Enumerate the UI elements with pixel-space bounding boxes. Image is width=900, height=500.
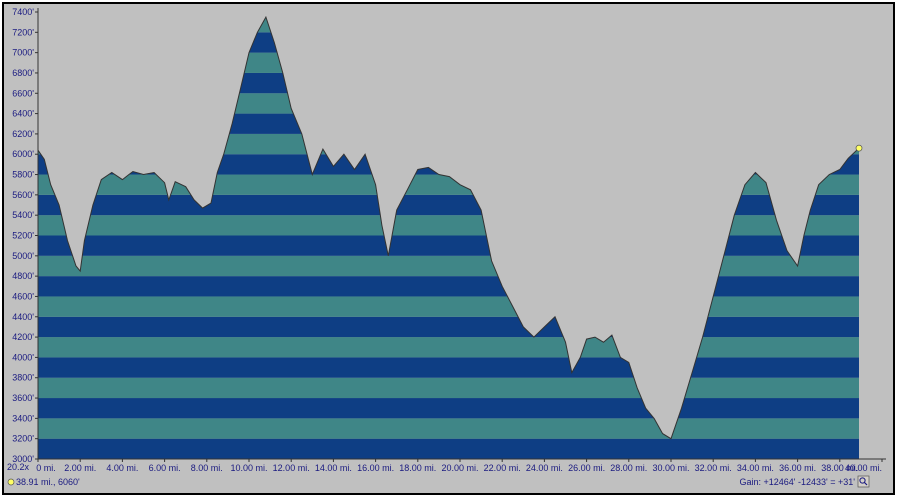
x-tick-label: 0 mi. bbox=[36, 463, 56, 473]
y-tick-label: 4400' bbox=[12, 312, 34, 322]
y-tick-label: 6000' bbox=[12, 149, 34, 159]
y-tick-label: 7400' bbox=[12, 7, 34, 17]
y-tick-label: 4800' bbox=[12, 271, 34, 281]
elevation-band bbox=[38, 32, 859, 53]
y-tick-label: 6800' bbox=[12, 68, 34, 78]
y-tick-label: 4600' bbox=[12, 291, 34, 301]
elevation-band bbox=[38, 52, 859, 73]
status-bar: 20.2x 38.91 mi., 6060' Gain: +12464' -12… bbox=[7, 462, 870, 488]
y-tick-label: 6200' bbox=[12, 129, 34, 139]
y-tick-label: 5600' bbox=[12, 190, 34, 200]
cursor-readout: 38.91 mi., 6060' bbox=[16, 477, 80, 487]
y-tick-label: 3800' bbox=[12, 373, 34, 383]
x-tick-label: 38.00 mi. bbox=[821, 463, 858, 473]
y-tick-label: 5800' bbox=[12, 170, 34, 180]
cursor-marker-icon bbox=[7, 478, 15, 486]
elevation-band bbox=[38, 296, 859, 317]
y-tick-label: 4200' bbox=[12, 332, 34, 342]
y-tick-label: 3400' bbox=[12, 413, 34, 423]
elevation-band bbox=[38, 398, 859, 419]
elevation-band bbox=[38, 438, 859, 459]
x-tick-label: 10.00 mi. bbox=[230, 463, 267, 473]
elevation-band bbox=[38, 276, 859, 297]
x-tick-label: 14.00 mi. bbox=[315, 463, 352, 473]
x-tick-label: 12.00 mi. bbox=[273, 463, 310, 473]
y-tick-label: 3000' bbox=[12, 454, 34, 464]
elevation-band bbox=[38, 316, 859, 338]
y-tick-label: 3200' bbox=[12, 434, 34, 444]
x-tick-label: 8.00 mi. bbox=[191, 463, 223, 473]
elevation-band bbox=[38, 133, 859, 155]
elevation-band bbox=[38, 17, 859, 33]
x-tick-label: 20.00 mi. bbox=[441, 463, 478, 473]
x-tick-label: 34.00 mi. bbox=[737, 463, 774, 473]
y-tick-label: 5000' bbox=[12, 251, 34, 261]
y-tick-label: 5400' bbox=[12, 210, 34, 220]
y-tick-label: 6600' bbox=[12, 88, 34, 98]
elevation-band bbox=[38, 72, 859, 94]
elevation-outline bbox=[37, 15, 860, 440]
x-tick-label: 36.00 mi. bbox=[779, 463, 816, 473]
x-tick-label: 6.00 mi. bbox=[149, 463, 181, 473]
elevation-band bbox=[38, 194, 859, 216]
x-tick-label: 26.00 mi. bbox=[568, 463, 605, 473]
x-tick-label: 32.00 mi. bbox=[695, 463, 732, 473]
x-tick-label: 40.00 mi. bbox=[845, 463, 882, 473]
y-tick-label: 6400' bbox=[12, 109, 34, 119]
x-tick-label: 2.00 mi. bbox=[64, 463, 96, 473]
elevation-profile-panel: 3000' 3200' 3400' 3600' 3800' 4000' 4200' 4400'… bbox=[2, 2, 895, 495]
y-tick-label: 5200' bbox=[12, 231, 34, 241]
y-tick-label: 7200' bbox=[12, 27, 34, 37]
x-axis: 0 mi. 2.00 mi. 4.00 mi. 6.00 mi. 8.00 mi. 10.… bbox=[36, 458, 886, 473]
y-tick-label: 3600' bbox=[12, 393, 34, 403]
elevation-bands bbox=[38, 17, 859, 459]
magnifier-icon[interactable] bbox=[857, 475, 870, 488]
elevation-band bbox=[38, 337, 859, 358]
elevation-band bbox=[38, 154, 859, 175]
y-tick-label: 4000' bbox=[12, 352, 34, 362]
x-tick-label: 28.00 mi. bbox=[610, 463, 647, 473]
zoom-level: 20.2x bbox=[7, 462, 30, 472]
x-tick-label: 18.00 mi. bbox=[399, 463, 436, 473]
gain-summary: Gain: +12464' -12433' = +31' bbox=[740, 477, 856, 487]
endpoint-marker bbox=[855, 144, 863, 152]
elevation-band bbox=[38, 93, 859, 114]
elevation-band bbox=[38, 215, 859, 236]
elevation-band bbox=[38, 113, 859, 134]
elevation-band bbox=[38, 357, 859, 378]
elevation-band bbox=[38, 255, 859, 277]
y-tick-label: 7000' bbox=[12, 48, 34, 58]
elevation-profile-chart[interactable]: 3000' 3200' 3400' 3600' 3800' 4000' 4200' 4400'… bbox=[4, 4, 893, 493]
endpoint-marker-group bbox=[855, 144, 863, 152]
elevation-band bbox=[38, 418, 859, 439]
x-tick-label: 16.00 mi. bbox=[357, 463, 394, 473]
x-tick-label: 24.00 mi. bbox=[526, 463, 563, 473]
elevation-band bbox=[38, 377, 859, 399]
x-tick-label: 22.00 mi. bbox=[484, 463, 521, 473]
x-tick-label: 4.00 mi. bbox=[106, 463, 138, 473]
x-tick-label: 30.00 mi. bbox=[652, 463, 689, 473]
y-axis: 3000' 3200' 3400' 3600' 3800' 4000' 4200' 4400'… bbox=[12, 7, 39, 464]
elevation-band bbox=[38, 235, 859, 256]
